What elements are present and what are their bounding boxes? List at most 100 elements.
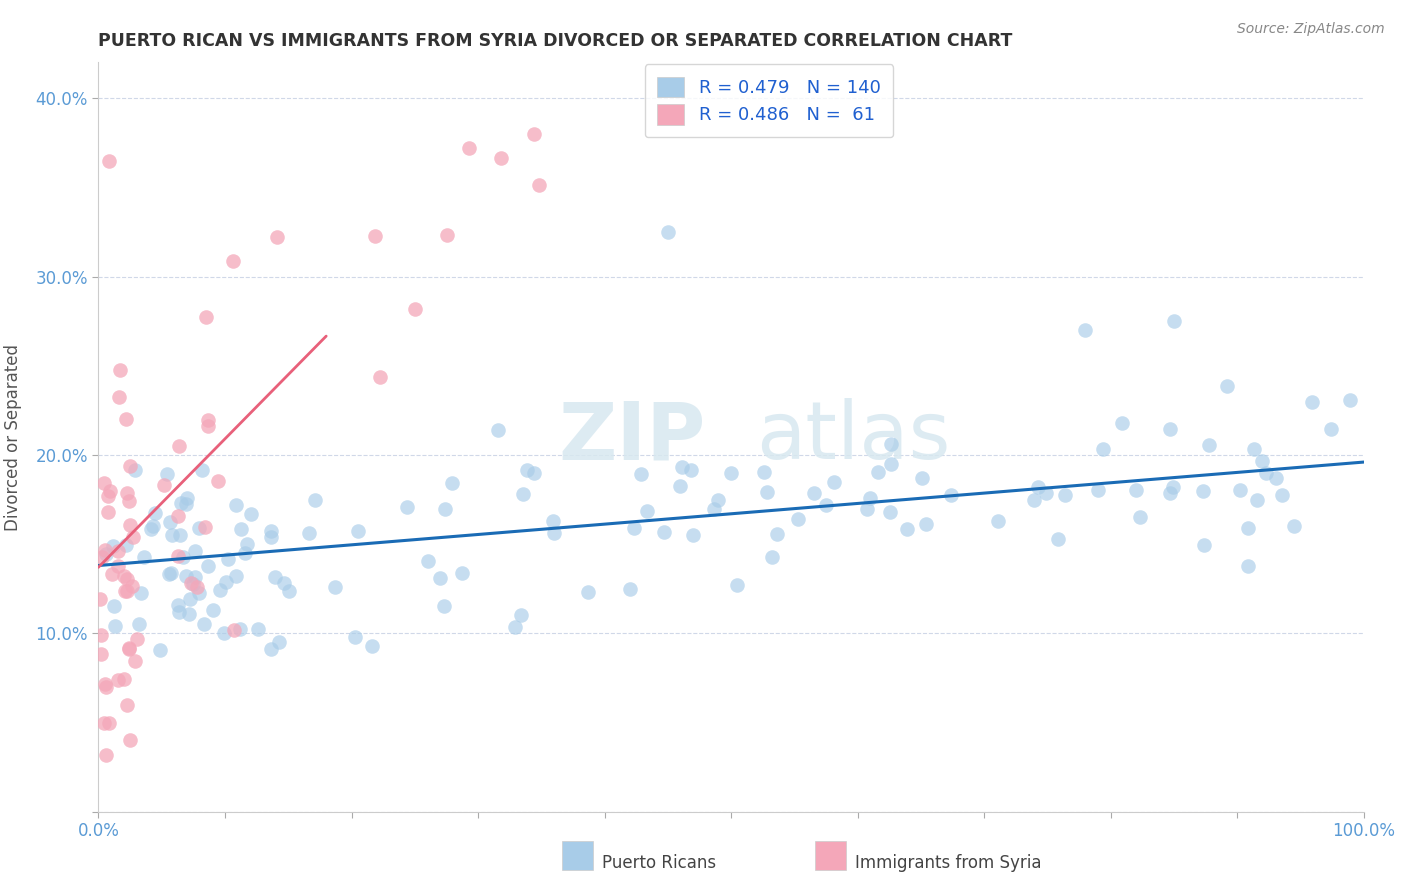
Point	[195, 310, 218, 325]
Point	[94, 543, 117, 558]
Point	[681, 463, 703, 477]
Point	[142, 519, 165, 533]
Point	[823, 475, 845, 489]
Point	[457, 140, 479, 154]
Point	[186, 580, 208, 594]
Point	[184, 570, 207, 584]
Point	[233, 546, 256, 560]
Text: Source: ZipAtlas.com: Source: ZipAtlas.com	[1237, 22, 1385, 37]
Point	[911, 471, 934, 485]
Point	[187, 521, 209, 535]
Point	[1035, 486, 1057, 500]
Point	[404, 301, 426, 316]
Y-axis label: Divorced or Separated: Divorced or Separated	[4, 343, 21, 531]
Point	[94, 548, 117, 562]
Point	[260, 530, 283, 544]
Point	[1282, 519, 1305, 533]
Point	[229, 622, 252, 636]
Point	[429, 571, 451, 585]
Point	[132, 550, 155, 565]
Point	[1198, 438, 1220, 452]
Point	[486, 423, 509, 437]
Text: ZIP: ZIP	[558, 398, 706, 476]
Point	[194, 519, 217, 533]
Point	[236, 537, 259, 551]
Point	[879, 505, 901, 519]
Point	[159, 515, 181, 529]
Point	[159, 566, 181, 581]
Point	[868, 465, 890, 479]
Point	[541, 514, 564, 528]
Point	[107, 544, 129, 558]
Point	[1111, 417, 1133, 431]
Point	[725, 578, 748, 592]
Point	[94, 677, 117, 691]
Point	[89, 592, 111, 607]
Point	[914, 516, 936, 531]
Point	[183, 544, 205, 558]
Point	[197, 559, 219, 574]
Point	[364, 229, 387, 244]
Point	[118, 494, 141, 508]
Point	[98, 483, 121, 498]
Point	[787, 512, 810, 526]
Point	[761, 550, 783, 565]
Point	[880, 436, 903, 450]
Point	[115, 412, 138, 426]
Point	[93, 715, 115, 730]
Point	[1246, 493, 1268, 508]
Point	[1192, 538, 1215, 552]
Point	[115, 583, 138, 598]
Point	[129, 586, 152, 600]
Point	[103, 539, 125, 553]
Point	[93, 476, 115, 491]
Point	[368, 370, 391, 384]
Point	[97, 505, 120, 519]
Point	[115, 698, 138, 712]
Point	[225, 568, 247, 582]
Point	[1237, 521, 1260, 535]
Point	[260, 524, 283, 538]
Point	[1216, 379, 1239, 393]
Point	[112, 672, 135, 686]
Point	[101, 566, 124, 581]
Point	[396, 500, 419, 514]
Point	[939, 488, 962, 502]
Point	[278, 583, 301, 598]
Point	[1159, 422, 1181, 436]
Point	[225, 499, 247, 513]
Point	[122, 530, 145, 544]
Point	[212, 626, 235, 640]
Point	[1054, 488, 1077, 502]
Point	[1022, 493, 1045, 508]
Point	[856, 502, 879, 516]
Point	[208, 583, 231, 598]
Point	[193, 616, 215, 631]
Point	[180, 575, 202, 590]
Point	[418, 554, 440, 568]
Point	[108, 363, 131, 377]
Point	[197, 413, 219, 427]
Point	[167, 599, 190, 613]
Point	[260, 641, 283, 656]
Point	[1026, 480, 1049, 494]
Point	[1319, 422, 1341, 436]
Point	[814, 498, 837, 512]
Point	[191, 463, 214, 477]
Point	[179, 592, 201, 607]
Point	[436, 227, 458, 242]
Point	[120, 733, 142, 747]
Point	[103, 599, 125, 614]
Point	[636, 504, 658, 518]
Point	[859, 491, 882, 505]
Point	[266, 229, 288, 244]
Point	[1047, 532, 1070, 546]
Point	[527, 178, 550, 193]
Point	[630, 467, 652, 481]
Point	[755, 484, 778, 499]
Point	[433, 502, 456, 516]
Point	[167, 508, 190, 523]
Point	[162, 528, 184, 542]
Point	[1074, 323, 1097, 337]
Point	[217, 551, 239, 566]
